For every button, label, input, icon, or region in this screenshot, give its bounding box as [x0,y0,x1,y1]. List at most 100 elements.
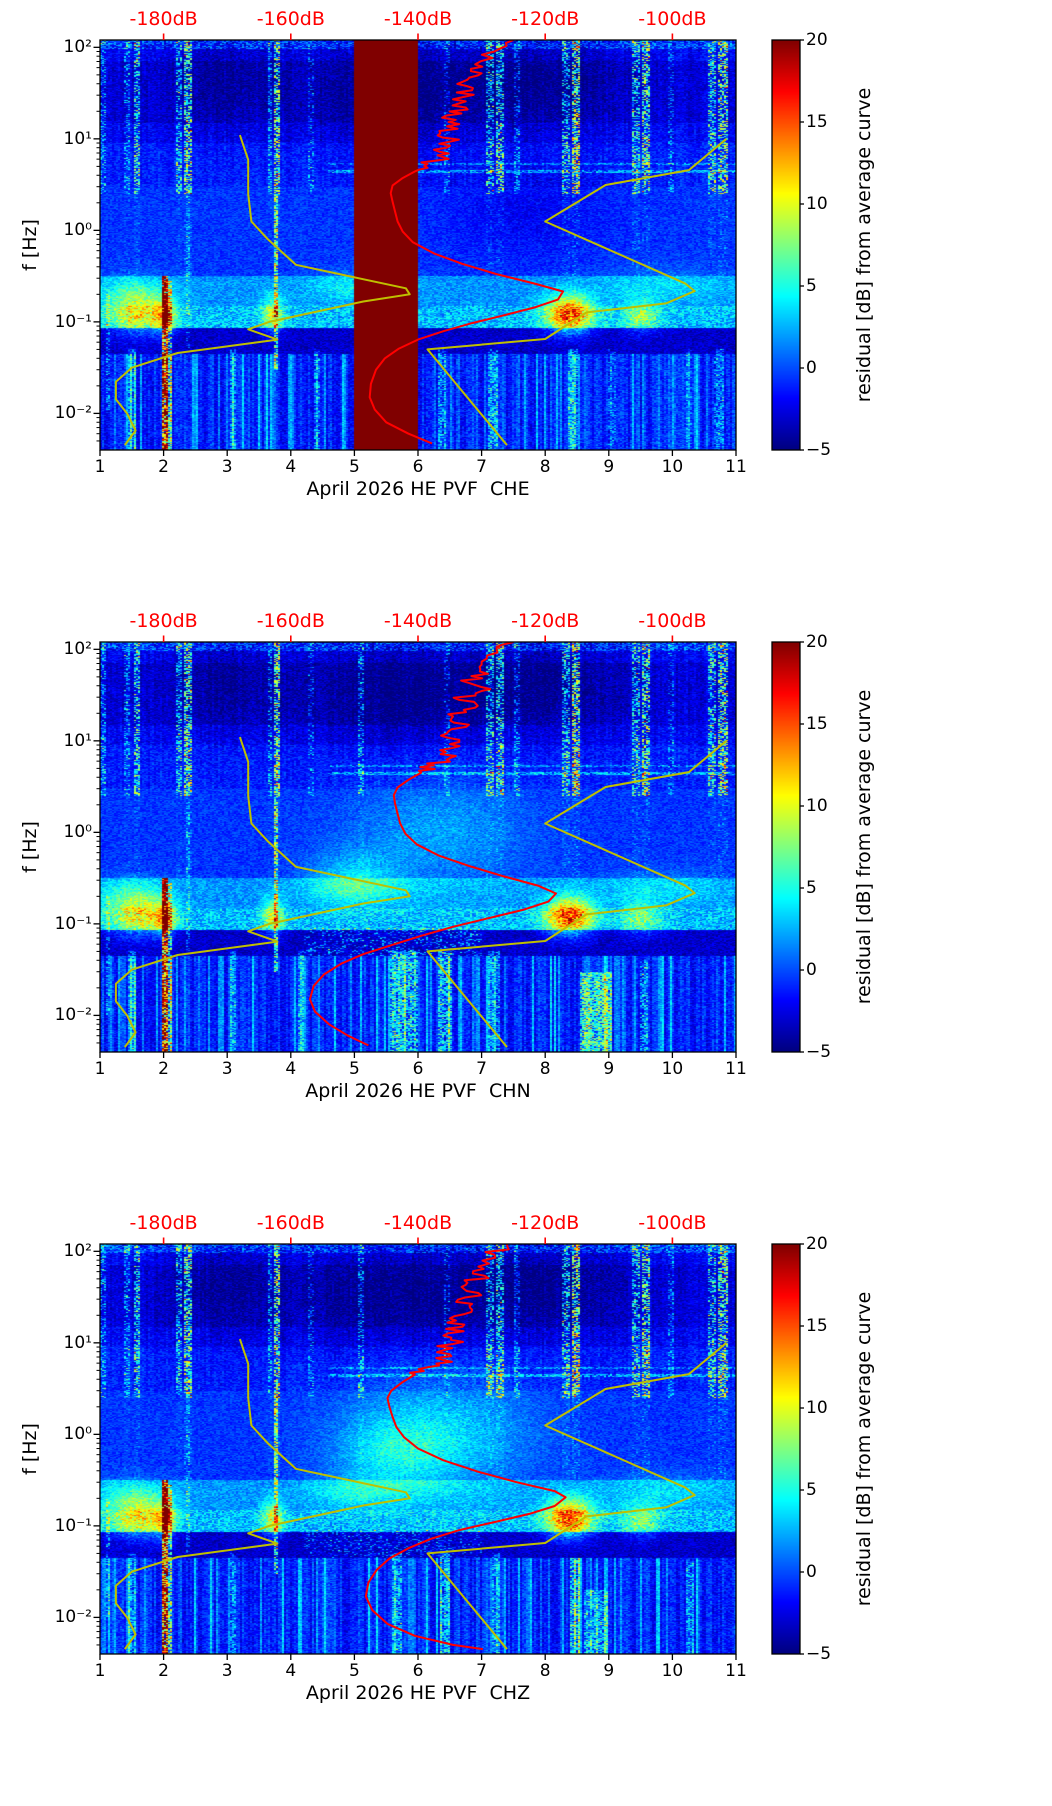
y-axis-title: f [Hz] [19,1423,41,1475]
colorbar-tick-label: 5 [806,276,817,296]
y-tick-label: 10¹ [63,730,92,751]
nhnm-model-curve [426,138,728,446]
panel-chz: f [Hz] 1 2 3 4 5 6 7 8 9 10 11 10² 10¹ 10⁰ 10⁻¹ 10⁻² -18… [0,1204,1052,1806]
panel-chn: f [Hz] 1 2 3 4 5 6 7 8 9 10 11 10² 10¹ 10⁰ 10⁻¹ 10⁻² -18… [0,602,1052,1204]
x-tick-label: 3 [221,457,233,477]
x-tick-label: 2 [158,1661,170,1681]
x-tick-label: 1 [94,457,106,477]
colorbar-tick-label: 5 [806,1480,817,1500]
x-tick-label: 5 [348,1661,360,1681]
x-tick-label: 10 [661,457,684,477]
nlnm-model-curve [114,134,411,446]
colorbar-chn [772,642,800,1052]
colorbar-tick-label: 0 [806,1562,817,1582]
y-axis-title: f [Hz] [19,219,41,271]
x-tick-label: 7 [476,1059,488,1079]
colorbar-title: residual [dB] from average curve [853,87,875,403]
x-tick-label: 10 [661,1059,684,1079]
top-axis-tick-label: -100dB [638,610,707,632]
top-axis-tick-label: -180dB [129,1212,198,1234]
x-tick-label: 9 [603,457,615,477]
colorbar-che [772,40,800,450]
colorbar-chz [772,1244,800,1654]
top-axis-tick-label: -120dB [511,8,580,30]
colorbar-title: residual [dB] from average curve [853,1291,875,1607]
colorbar-tick-label: 20 [806,1234,828,1254]
y-tick-label: 10⁻² [54,1005,92,1026]
x-tick-label: 2 [158,457,170,477]
colorbar-tick-label: 10 [806,1398,828,1418]
y-tick-label: 10⁰ [63,822,92,843]
x-tick-label: 9 [603,1059,615,1079]
top-axis-tick-label: -160dB [256,610,325,632]
median-psd-curve [368,40,564,445]
colorbar-tick-label: 0 [806,358,817,378]
top-axis-tick-label: -180dB [129,610,198,632]
x-tick-label: 8 [539,457,551,477]
noise-curves-overlay-chn [114,642,728,1048]
colorbar-tick-label: 10 [806,194,828,214]
y-tick-label: 10¹ [63,1332,92,1353]
top-axis-tick-label: -180dB [129,8,198,30]
nlnm-model-curve [114,1338,411,1650]
top-axis-tick-label: -120dB [511,610,580,632]
x-tick-label: 3 [221,1059,233,1079]
noise-curves-overlay-che [114,40,728,446]
spectrogram-plot-che [100,40,736,450]
colorbar-tick-label: 5 [806,878,817,898]
x-tick-label: 4 [285,1661,297,1681]
median-psd-curve [308,642,557,1047]
x-tick-label: 6 [412,1059,424,1079]
x-tick-label: 10 [661,1661,684,1681]
x-tick-label: 3 [221,1661,233,1681]
x-axis-title-chz: April 2026 HE PVF CHZ [305,1682,531,1704]
colorbar-tick-label: 15 [806,112,828,132]
colorbar-tick-label: 0 [806,960,817,980]
y-tick-label: 10⁻¹ [54,913,92,934]
nlnm-model-curve [114,736,411,1048]
colorbar-tick-label: 20 [806,632,828,652]
x-tick-label: 6 [412,457,424,477]
x-tick-label: 1 [94,1661,106,1681]
spectrogram-plot-chz [100,1244,736,1654]
x-tick-label: 9 [603,1661,615,1681]
colorbar-gradient [772,642,800,1052]
top-axis-tick-label: -140dB [383,610,453,632]
y-tick-label: 10⁻² [54,1607,92,1628]
y-axis-title: f [Hz] [19,821,41,873]
x-tick-label: 11 [725,1661,747,1681]
x-tick-label: 11 [725,1059,747,1079]
top-axis-tick-label: -100dB [638,8,707,30]
noise-curves-overlay-chz [114,1244,728,1651]
nhnm-model-curve [426,740,728,1048]
y-tick-label: 10⁻¹ [54,1515,92,1536]
colorbar-title: residual [dB] from average curve [853,689,875,1005]
spectrogram-plot-chn [100,642,736,1052]
x-tick-label: 4 [285,1059,297,1079]
x-tick-label: 8 [539,1059,551,1079]
x-axis-title-che: April 2026 HE PVF CHE [306,478,530,500]
x-tick-label: 8 [539,1661,551,1681]
x-tick-label: 5 [348,457,360,477]
y-tick-label: 10² [63,1241,92,1262]
colorbar-tick-label: −5 [806,1644,832,1664]
y-tick-label: 10⁰ [63,1424,92,1445]
median-psd-curve [364,1244,567,1651]
top-axis-tick-label: -100dB [638,1212,707,1234]
y-tick-label: 10⁰ [63,220,92,241]
colorbar-tick-label: 15 [806,714,828,734]
x-axis-title-chn: April 2026 HE PVF CHN [305,1080,531,1102]
y-tick-label: 10¹ [63,128,92,149]
y-tick-label: 10² [63,37,92,58]
colorbar-tick-label: −5 [806,440,832,460]
top-axis-tick-label: -140dB [383,8,453,30]
y-tick-label: 10⁻² [54,403,92,424]
x-tick-label: 6 [412,1661,424,1681]
colorbar-tick-label: 10 [806,796,828,816]
x-tick-label: 2 [158,1059,170,1079]
colorbar-tick-label: 15 [806,1316,828,1336]
colorbar-tick-label: 20 [806,30,828,50]
x-tick-label: 4 [285,457,297,477]
top-axis-tick-label: -160dB [256,8,325,30]
y-tick-label: 10² [63,639,92,660]
